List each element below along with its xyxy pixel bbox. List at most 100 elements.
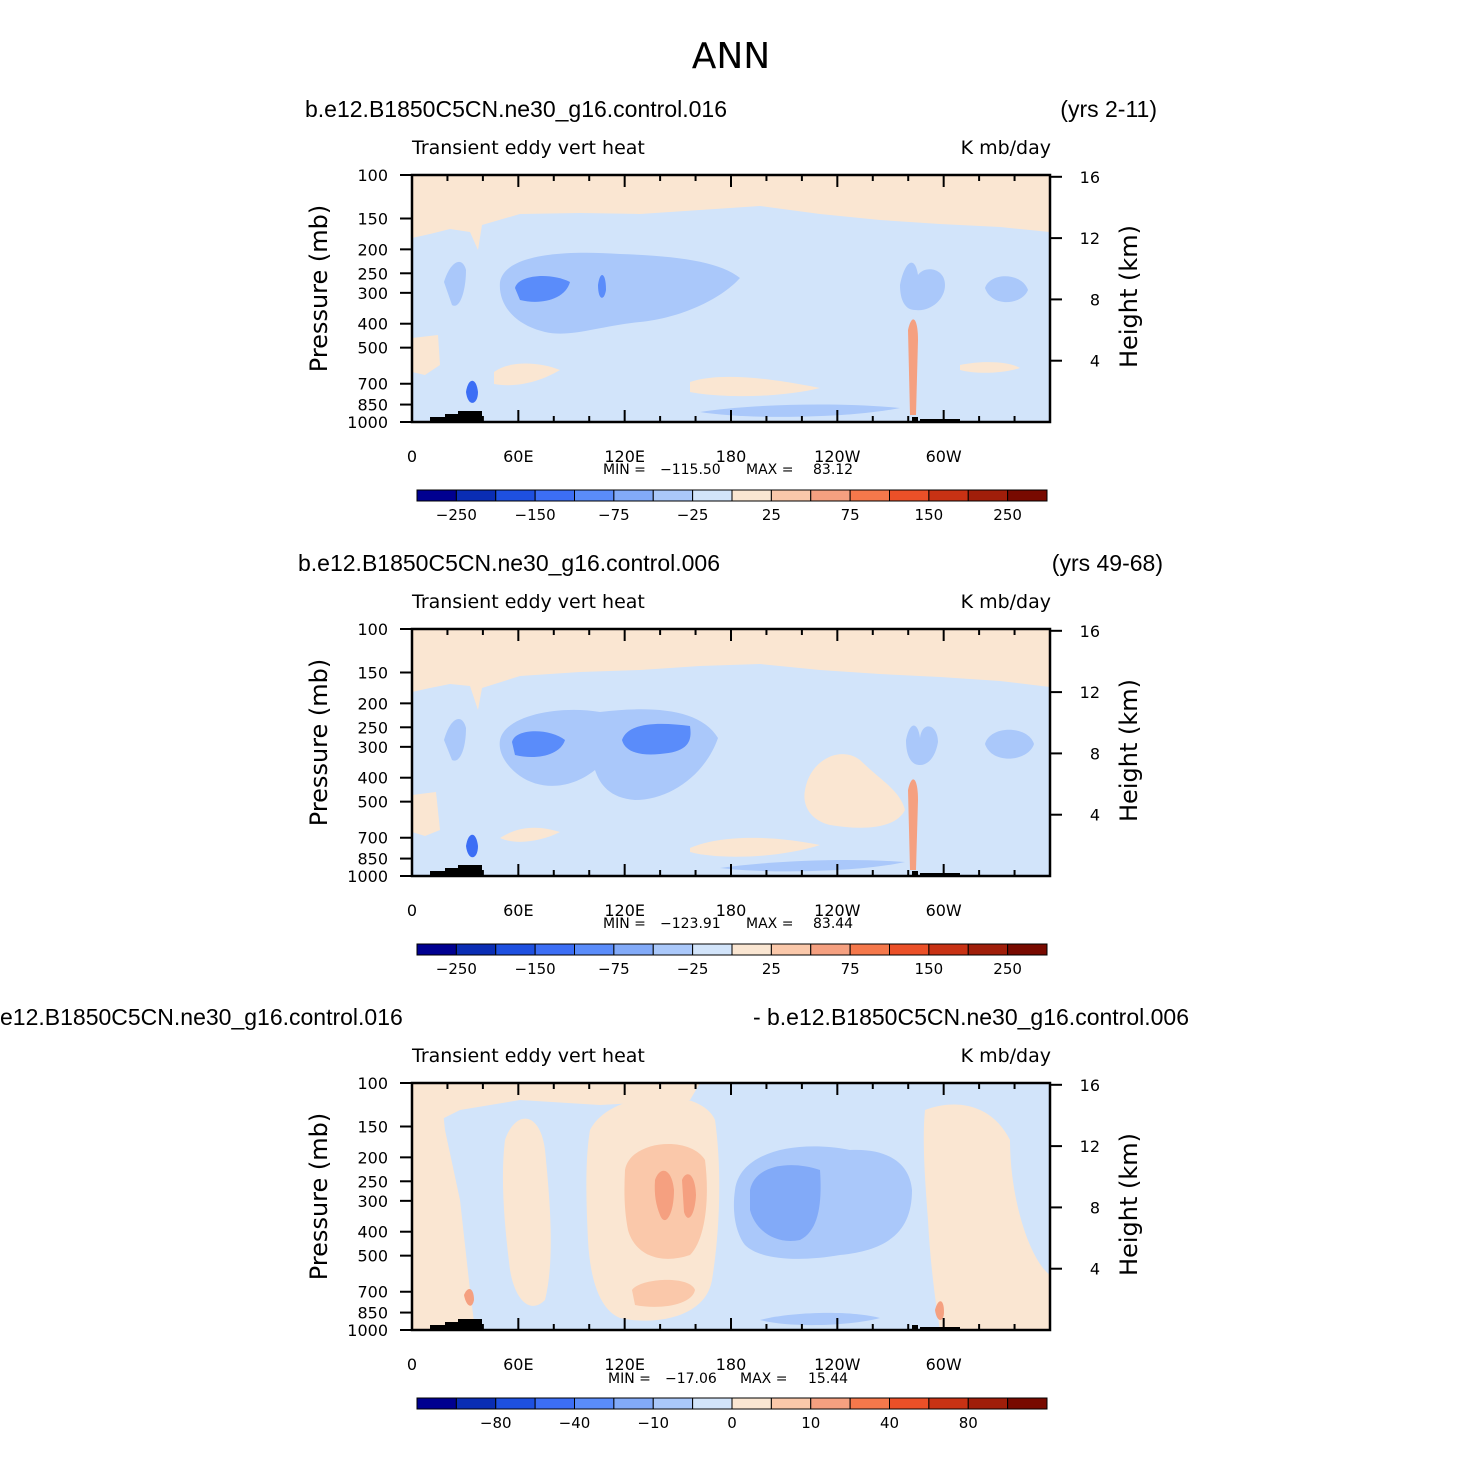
panel-1-region-positive-lower-3: [690, 376, 820, 397]
x-tick-label: 60W: [926, 1355, 962, 1374]
colorbar-swatch: [928, 943, 969, 956]
panel-2-region-negative-east: [906, 725, 938, 766]
panel-1-region-negative-jet-west: [499, 252, 740, 334]
panel-3-region-positive-60e: [502, 1118, 551, 1306]
colorbar-swatch: [731, 1397, 772, 1410]
panel-2-region-positive-lower: [412, 792, 440, 836]
panel-2-region-positive-mid: [804, 754, 905, 828]
y-tick-label: 850: [357, 1304, 388, 1323]
panel-2-region-positive-lower-3: [500, 827, 560, 842]
y-tick-label: 1000: [347, 867, 388, 886]
x-tick-label: 60W: [926, 901, 962, 920]
panel-1-region-positive-lower-4: [960, 362, 1020, 373]
x-tick-label: 120W: [814, 447, 861, 466]
colorbar-label: 25: [762, 506, 781, 524]
y-tick-label: 700: [357, 375, 388, 394]
height-tick-label: 16: [1080, 622, 1100, 641]
colorbar-swatch: [849, 1397, 890, 1410]
panel-1-region-negative-east-2: [985, 276, 1028, 303]
y-tick-label: 300: [357, 738, 388, 757]
y-tick-label: 300: [357, 1192, 388, 1211]
colorbar-label: 75: [841, 506, 860, 524]
panel-2-region-positive-stratosphere: [412, 629, 1050, 710]
panel-1-max-label: MAX =: [746, 462, 793, 478]
colorbar-label: 40: [880, 1414, 899, 1432]
colorbar-swatch: [495, 1397, 536, 1410]
colorbar-swatch: [574, 943, 615, 956]
height-tick-label: 4: [1090, 1260, 1100, 1279]
height-tick-label: 16: [1080, 168, 1100, 187]
panel-2-colorbar: −250 −150 −75 −25 25 75 150 250: [416, 943, 1048, 978]
height-tick-label: 8: [1090, 290, 1100, 309]
height-axis-title: Height (km): [1115, 225, 1143, 368]
height-tick-label: 8: [1090, 1198, 1100, 1217]
height-tick-label: 4: [1090, 806, 1100, 825]
colorbar-swatch: [652, 1397, 694, 1410]
colorbar-label: 250: [993, 960, 1022, 978]
y-tick-label: 150: [357, 209, 388, 228]
colorbar-swatch: [770, 943, 812, 956]
panel-3-max-label: MAX =: [740, 1371, 787, 1387]
y-tick-label: 500: [357, 339, 388, 358]
colorbar-label: −250: [436, 506, 477, 524]
colorbar-swatch: [416, 943, 457, 956]
x-tick-label: 180: [716, 1355, 747, 1374]
colorbar-swatch: [967, 489, 1009, 502]
colorbar-label: 10: [801, 1414, 820, 1432]
colorbar-swatch: [731, 943, 772, 956]
panel-3-region-positive-east: [923, 1104, 1050, 1330]
panel-1-region-positive-stratosphere: [412, 175, 1050, 250]
colorbar-label: 80: [959, 1414, 978, 1432]
panel-3-min-value: −17.06: [665, 1371, 717, 1387]
panel-3-region-positive-120e-max-2: [682, 1174, 696, 1218]
x-tick-label: 60E: [503, 447, 533, 466]
panel-1-years: (yrs 2-11): [1060, 96, 1157, 122]
panel-3-units: K mb/day: [961, 1045, 1051, 1067]
colorbar-swatch: [692, 1397, 733, 1410]
panel-3-max-value: 15.44: [808, 1371, 848, 1387]
panel-2-contour-field: [412, 629, 1050, 876]
colorbar-swatch: [416, 489, 457, 502]
y-tick-label: 200: [357, 694, 388, 713]
height-tick-label: 12: [1080, 683, 1100, 702]
height-tick-label: 8: [1090, 744, 1100, 763]
colorbar-label: −75: [598, 960, 630, 978]
colorbar-swatch: [534, 489, 575, 502]
colorbar-swatch: [928, 1397, 969, 1410]
y-tick-label: 200: [357, 1148, 388, 1167]
panel-3-region-positive-120e-low: [632, 1279, 695, 1307]
colorbar-swatch: [770, 1397, 812, 1410]
colorbar-swatch: [967, 1397, 1009, 1410]
panel-3-region-positive-lowlevel: [935, 1301, 944, 1320]
colorbar-swatch: [652, 943, 694, 956]
colorbar-swatch: [889, 943, 930, 956]
panel-1-region-negative-core-2: [598, 274, 606, 298]
colorbar-label: −150: [515, 506, 556, 524]
panel-2-region-negative-core: [512, 731, 565, 758]
colorbar-swatch: [652, 489, 694, 502]
y-tick-label: 500: [357, 1247, 388, 1266]
y-tick-label: 150: [357, 1117, 388, 1136]
colorbar-swatch: [889, 1397, 930, 1410]
panel-2-units: K mb/day: [961, 591, 1051, 613]
panel-1: b.e12.B1850C5CN.ne30_g16.control.016 (yr…: [305, 96, 1157, 524]
panel-3-region-positive-120e-max: [654, 1170, 674, 1221]
y-tick-label: 700: [357, 1283, 388, 1302]
panel-2-region-negative-sfc: [720, 860, 905, 872]
colorbar-swatch: [731, 489, 772, 502]
colorbar-swatch: [455, 943, 497, 956]
y-tick-label: 400: [357, 315, 388, 334]
colorbar-swatch: [534, 1397, 575, 1410]
panel-3-region-negative-sfc: [760, 1312, 880, 1326]
panel-3-years: - b.e12.B1850C5CN.ne30_g16.control.006: [753, 1004, 1189, 1030]
colorbar-swatch: [810, 489, 851, 502]
panel-1-contour-field: [412, 175, 1050, 422]
x-tick-label: 60E: [503, 901, 533, 920]
colorbar-swatch: [1007, 489, 1048, 502]
colorbar-label: −80: [480, 1414, 512, 1432]
panel-2-field-name: Transient eddy vert heat: [411, 591, 645, 613]
panel-2-years: (yrs 49-68): [1052, 550, 1163, 576]
colorbar-label: 250: [993, 506, 1022, 524]
panel-1-max-value: 83.12: [813, 462, 853, 478]
panel-2-max-value: 83.44: [813, 916, 853, 932]
